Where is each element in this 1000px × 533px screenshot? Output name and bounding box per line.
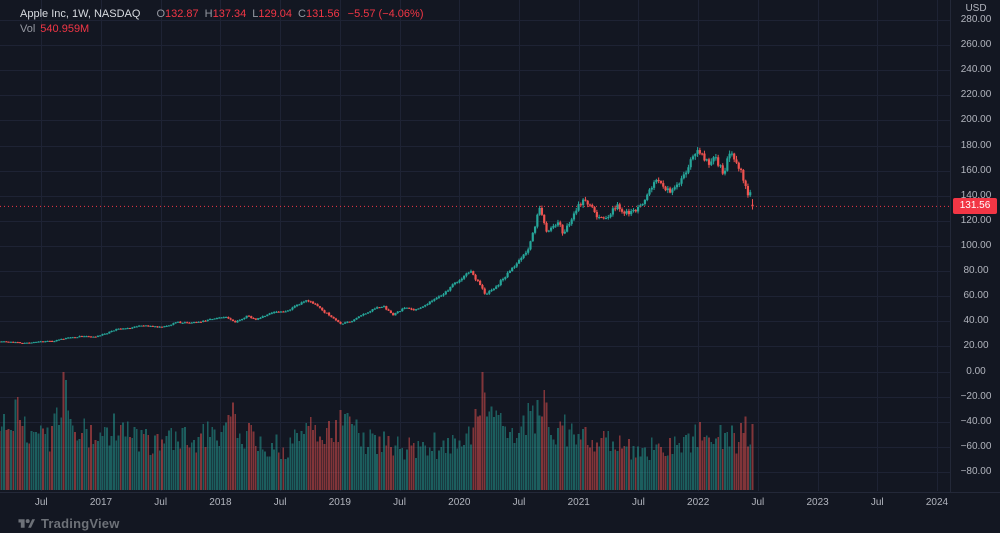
price-tick-label: 60.00: [963, 290, 989, 302]
time-tick-label: 2019: [328, 497, 351, 508]
chart-canvas[interactable]: [0, 0, 950, 491]
time-tick-label: Jul: [154, 497, 168, 508]
time-tick-label: Jul: [751, 497, 765, 508]
ohlc-value: 131.56: [306, 8, 340, 20]
tradingview-logo-link[interactable]: TradingView: [18, 516, 120, 531]
time-tick-label: Jul: [870, 497, 884, 508]
time-tick-label: Jul: [273, 497, 287, 508]
price-tick-label: −20.00: [960, 390, 992, 402]
time-tick-label: Jul: [393, 497, 406, 508]
price-tick-label: −80.00: [960, 466, 992, 478]
legend-symbol[interactable]: Apple Inc, 1W, NASDAQ: [20, 8, 141, 20]
chart-legend: Apple Inc, 1W, NASDAQ O132.87 H137.34 L129.…: [20, 7, 424, 36]
legend-ohlc-values: O132.87 H137.34 L129.04 C131.56: [150, 8, 339, 20]
volume-value: 540.959M: [40, 23, 90, 35]
volume-bars: [0, 372, 754, 490]
price-tick-label: 0.00: [966, 365, 986, 377]
ohlc-value: 129.04: [258, 8, 293, 20]
price-tick-label: 160.00: [960, 164, 992, 176]
tradingview-logo-icon: [18, 517, 35, 530]
price-tick-label: 240.00: [960, 64, 992, 76]
time-tick-label: 2017: [89, 497, 113, 508]
price-tick-label: 20.00: [963, 340, 989, 352]
ohlc-key: L: [252, 8, 259, 20]
price-tick-label: 180.00: [960, 139, 992, 151]
price-volume-plot: [0, 0, 950, 491]
legend-volume-row: Vol 540.959M: [20, 22, 424, 36]
ohlc-value: 137.34: [212, 8, 247, 20]
legend-change: −5.57 (−4.06%): [347, 8, 424, 20]
ohlc-key: H: [204, 8, 213, 20]
price-tick-label: −60.00: [960, 440, 992, 452]
last-price-badge: 131.56: [953, 198, 997, 215]
time-axis[interactable]: Jul 2017 Jul 2018 Jul 2019 Jul 2020 Jul 2021 Jul 20…: [0, 492, 1000, 513]
price-tick-label: 140.00: [960, 189, 992, 201]
ohlc-key: C: [298, 8, 306, 20]
price-tick-label: 260.00: [960, 39, 992, 51]
ohlc-value: 132.87: [165, 8, 199, 20]
footer-bar: TradingView: [0, 513, 1000, 533]
tradingview-brand-text: TradingView: [41, 515, 120, 531]
time-tick-label: 2024: [925, 497, 949, 508]
time-tick-label: Jul: [632, 497, 645, 508]
price-tick-label: 80.00: [963, 265, 989, 277]
currency-label: USD: [965, 3, 987, 14]
time-tick-label: Jul: [512, 497, 526, 508]
time-tick-label: 2023: [806, 497, 829, 508]
time-tick-label: 2020: [448, 497, 471, 508]
candles: [0, 147, 754, 344]
ohlc-key: O: [156, 8, 165, 20]
time-tick-label: Jul: [34, 497, 48, 508]
time-tick-label: 2018: [209, 497, 232, 508]
price-tick-label: 280.00: [960, 14, 992, 25]
price-tick-label: 40.00: [963, 315, 989, 327]
price-tick-label: 220.00: [960, 89, 992, 101]
time-tick-label: 2022: [687, 497, 710, 508]
grid-lines: [0, 0, 950, 491]
price-tick-label: 100.00: [960, 240, 992, 251]
price-tick-label: −40.00: [960, 415, 992, 427]
price-tick-label: 120.00: [960, 214, 992, 226]
time-tick-label: 2021: [567, 497, 590, 508]
legend-main-row: Apple Inc, 1W, NASDAQ O132.87 H137.34 L129.…: [20, 7, 424, 21]
price-tick-label: 200.00: [960, 114, 992, 126]
price-axis[interactable]: USD 280.00 260.00 240.00 220.00 200.00 180.00…: [950, 0, 1000, 492]
volume-label[interactable]: Vol: [20, 23, 36, 35]
